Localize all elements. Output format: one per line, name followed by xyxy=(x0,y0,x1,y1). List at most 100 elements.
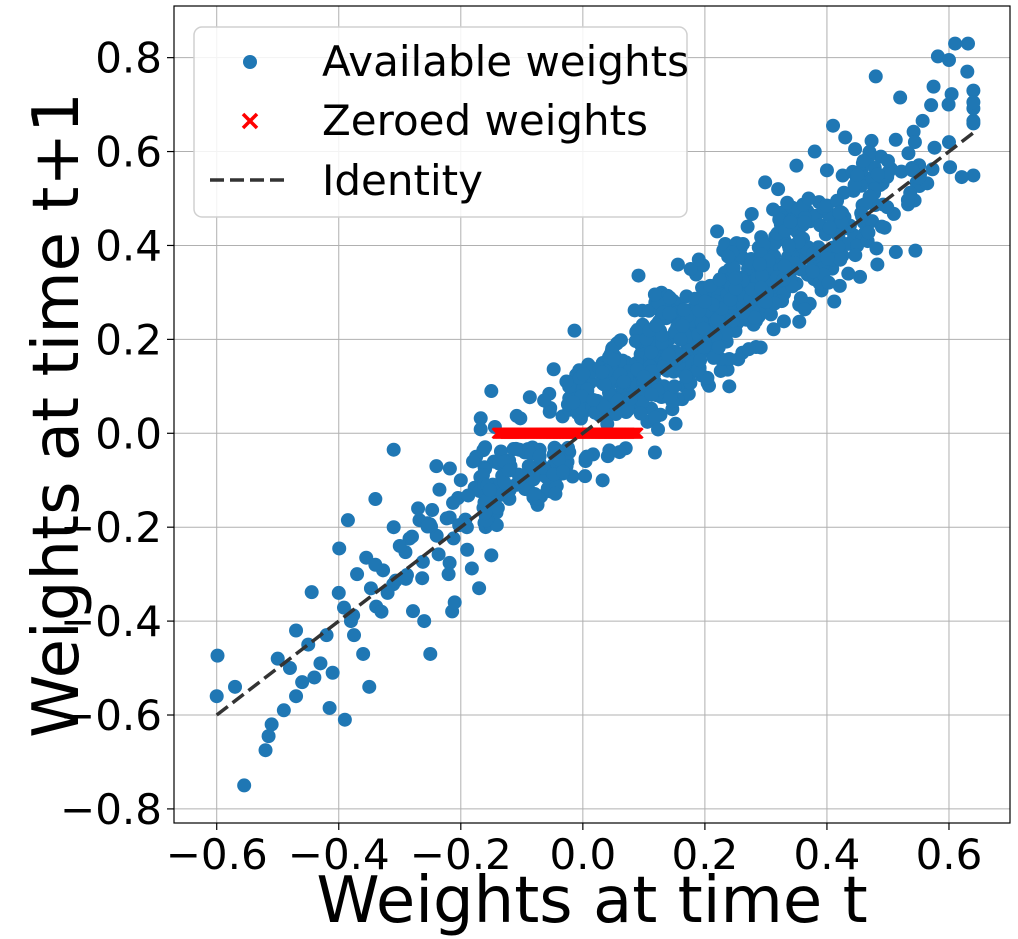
data-point xyxy=(453,473,468,488)
data-point xyxy=(772,212,787,227)
data-point xyxy=(675,318,690,333)
data-point xyxy=(961,36,976,51)
data-point xyxy=(848,248,863,263)
data-point xyxy=(700,370,715,385)
data-point xyxy=(350,567,365,582)
data-point xyxy=(713,363,728,378)
data-point xyxy=(464,561,479,576)
data-point xyxy=(368,557,383,572)
data-point xyxy=(313,656,328,671)
data-point xyxy=(728,271,743,286)
data-point xyxy=(347,628,362,643)
data-point xyxy=(880,153,895,168)
data-point xyxy=(420,519,435,534)
data-point xyxy=(595,365,610,380)
data-point xyxy=(941,97,956,112)
data-point xyxy=(780,195,795,210)
data-point xyxy=(838,130,853,145)
data-point xyxy=(289,689,304,704)
data-point xyxy=(805,264,820,279)
x-tick-label: 0.6 xyxy=(916,830,983,879)
data-point xyxy=(954,170,969,185)
data-point xyxy=(797,215,812,230)
data-point xyxy=(648,410,663,425)
data-point xyxy=(792,314,807,329)
y-tick-label: −0.4 xyxy=(60,597,162,646)
data-point xyxy=(747,310,762,325)
data-point xyxy=(532,449,547,464)
data-point xyxy=(415,571,430,586)
y-tick-label: −0.2 xyxy=(60,503,162,552)
data-point xyxy=(966,168,981,183)
data-point xyxy=(894,164,909,179)
data-point xyxy=(711,340,726,355)
data-point xyxy=(631,268,646,283)
data-point xyxy=(888,132,903,147)
y-tick-label: 0.2 xyxy=(95,315,162,364)
legend-label-identity: Identity xyxy=(322,156,483,205)
data-point xyxy=(627,303,642,318)
data-point xyxy=(691,252,706,267)
y-tick-label: 0.8 xyxy=(95,34,162,83)
data-point xyxy=(336,600,351,615)
data-point xyxy=(941,52,956,67)
data-point xyxy=(340,513,355,528)
data-point xyxy=(432,482,447,497)
x-tick-label: 0.2 xyxy=(671,830,738,879)
data-point xyxy=(766,202,781,217)
data-point xyxy=(721,249,736,264)
data-point xyxy=(706,350,721,365)
data-point xyxy=(670,257,685,272)
y-tick-label: −0.6 xyxy=(60,691,162,740)
data-point xyxy=(210,648,225,663)
data-point xyxy=(848,142,863,157)
data-point xyxy=(595,473,610,488)
data-point xyxy=(905,163,920,178)
data-point xyxy=(261,729,276,744)
data-point xyxy=(398,571,413,586)
data-point xyxy=(789,158,804,173)
data-point xyxy=(644,345,659,360)
data-point xyxy=(943,160,958,175)
data-point xyxy=(850,168,865,183)
data-point xyxy=(472,581,487,596)
data-point xyxy=(228,679,243,694)
data-point xyxy=(439,511,454,526)
data-point xyxy=(527,487,542,502)
data-point xyxy=(930,49,945,64)
data-point xyxy=(546,362,561,377)
data-point xyxy=(820,251,835,266)
data-point xyxy=(264,717,279,732)
data-point xyxy=(586,392,601,407)
data-point xyxy=(209,689,224,704)
data-point xyxy=(668,416,683,431)
data-point xyxy=(522,461,537,476)
data-point xyxy=(807,144,822,159)
data-point xyxy=(819,198,834,213)
data-point xyxy=(461,488,476,503)
data-point xyxy=(386,520,401,535)
x-tick-label: 0.4 xyxy=(794,830,861,879)
data-point xyxy=(683,261,698,276)
data-point xyxy=(522,390,537,405)
data-point xyxy=(827,294,842,309)
data-point xyxy=(237,778,252,793)
data-point xyxy=(752,257,767,272)
data-point xyxy=(893,90,908,105)
data-point xyxy=(647,445,662,460)
data-point xyxy=(726,260,741,275)
data-point xyxy=(710,224,725,239)
data-point xyxy=(478,506,493,521)
data-point xyxy=(404,529,419,544)
y-axis-title: Weights at time t+1 xyxy=(20,92,94,738)
data-point xyxy=(740,219,755,234)
data-point xyxy=(368,492,383,507)
data-point xyxy=(696,321,711,336)
data-point xyxy=(966,95,981,110)
data-point xyxy=(771,182,786,197)
data-point xyxy=(628,334,643,349)
data-point xyxy=(559,374,574,389)
legend-label-zeroed: Zeroed weights xyxy=(322,96,648,145)
data-point xyxy=(411,501,426,516)
